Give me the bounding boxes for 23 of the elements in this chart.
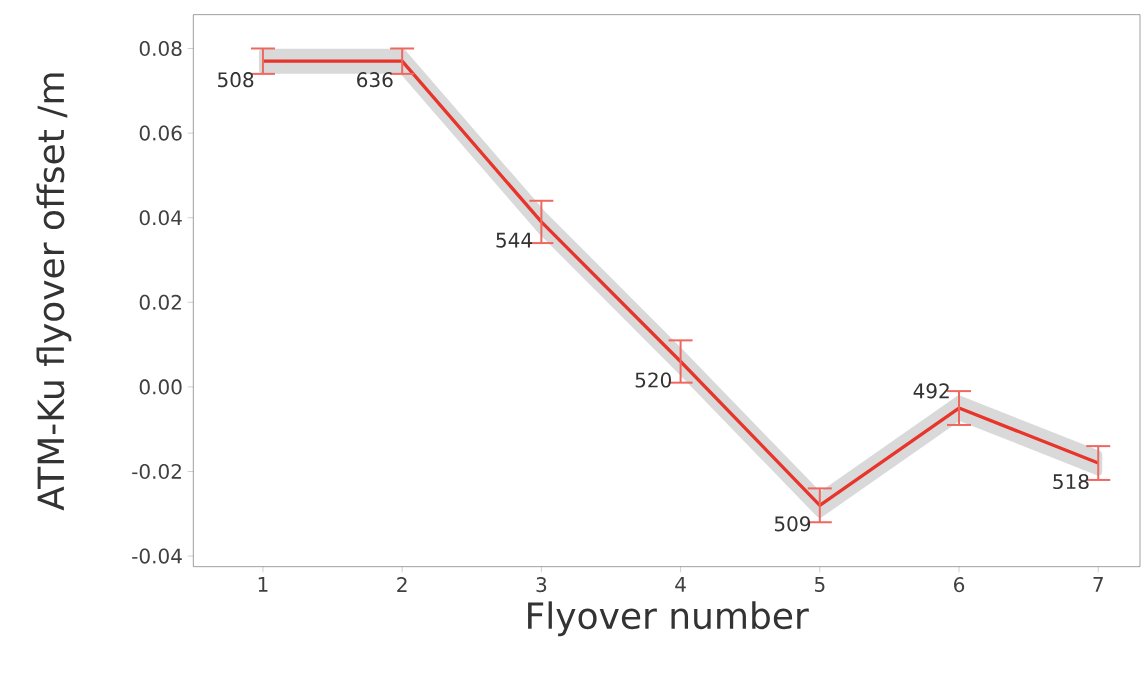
annotation: 520 — [635, 372, 671, 388]
x-tick-label: 3 — [536, 577, 547, 593]
y-tick-label: 0.02 — [139, 294, 181, 310]
x-tick-label: 2 — [397, 577, 407, 592]
y-tick-label: 0.04 — [139, 210, 182, 226]
x-tick-label: 4 — [675, 577, 686, 592]
x-tick-label: 5 — [814, 577, 825, 592]
y-tick-label: -0.04 — [132, 548, 182, 564]
y-tick-label: 0.06 — [139, 125, 182, 141]
annotation: 636 — [357, 72, 393, 88]
annotation: 509 — [774, 516, 811, 532]
annotation: 544 — [496, 232, 532, 248]
y-axis-title: ATM-Ku flyover offset /m — [36, 73, 72, 511]
x-tick-label: 1 — [258, 577, 268, 592]
y-tick-label: 0.00 — [139, 379, 182, 395]
annotation: 492 — [913, 383, 949, 399]
annotation: 518 — [1053, 473, 1089, 490]
x-axis-title: Flyover number — [528, 601, 809, 637]
y-tick-label: -0.02 — [132, 463, 181, 480]
x-tick-label: 7 — [1093, 577, 1103, 592]
annotation: 508 — [218, 72, 254, 88]
y-tick-label: 0.08 — [139, 40, 182, 57]
x-tick-label: 6 — [954, 577, 965, 593]
